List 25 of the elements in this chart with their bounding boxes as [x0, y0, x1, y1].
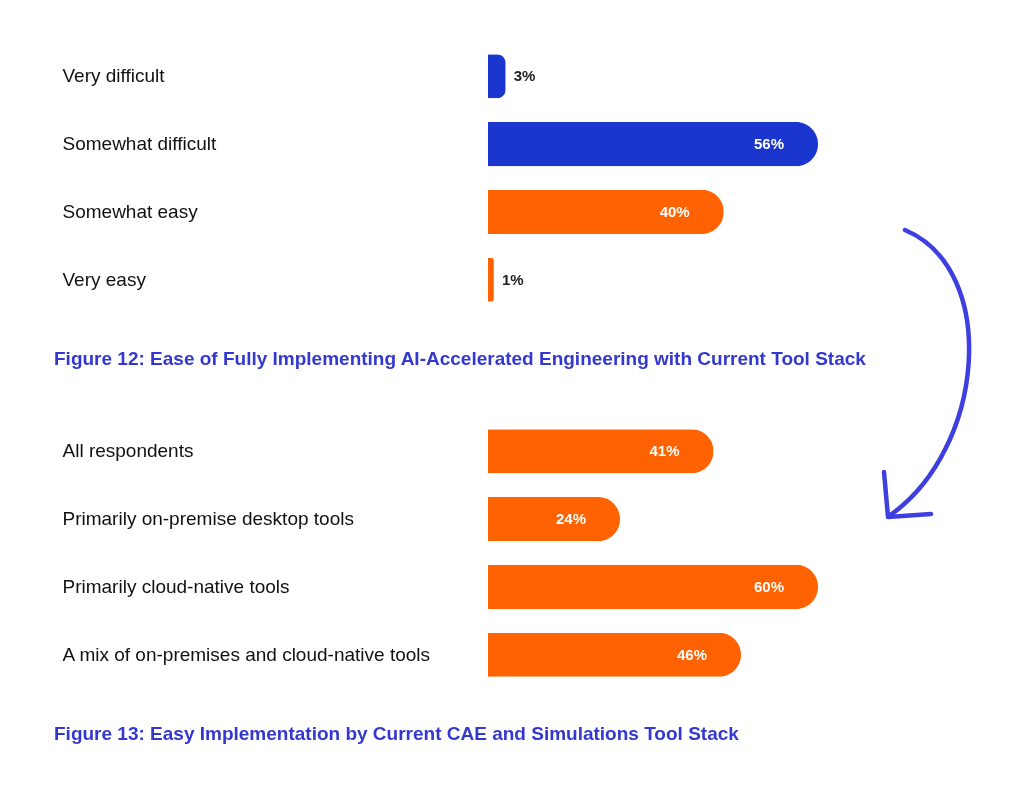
y-tick-label: Somewhat easy: [62, 200, 199, 222]
data-label: 24%: [555, 510, 586, 528]
data-label: 1%: [501, 270, 524, 288]
y-tick-label: Very difficult: [62, 65, 166, 87]
data-label: 3%: [513, 67, 536, 85]
y-tick-label: Very easy: [62, 268, 147, 290]
y-tick-label: Primarily on-premise desktop tools: [62, 508, 354, 530]
bar: [488, 122, 818, 167]
text: Figure 13: Easy Implementation by Current CAE and Simulations Tool Stack: [54, 723, 740, 744]
bar: [488, 632, 741, 677]
data-label: 46%: [676, 645, 707, 663]
bar: [488, 564, 818, 609]
data-label: 56%: [753, 135, 784, 153]
y-tick-label: A mix of on-premises and cloud-native tools: [62, 643, 431, 665]
y-tick-label: All respondents: [62, 440, 194, 462]
text: Figure 12: Ease of Fully Implementing AI-Accelerated Engineering with Current Tool Stack: [54, 348, 867, 369]
y-tick-label: Primarily cloud-native tools: [62, 575, 290, 597]
y-tick-label: Somewhat difficult: [62, 133, 218, 155]
data-label: 60%: [753, 577, 784, 595]
data-label: 41%: [649, 442, 680, 460]
bar: [488, 429, 714, 474]
bar: [488, 497, 620, 542]
bar: [488, 189, 724, 234]
bar: [488, 54, 506, 99]
data-label: 40%: [659, 202, 690, 220]
